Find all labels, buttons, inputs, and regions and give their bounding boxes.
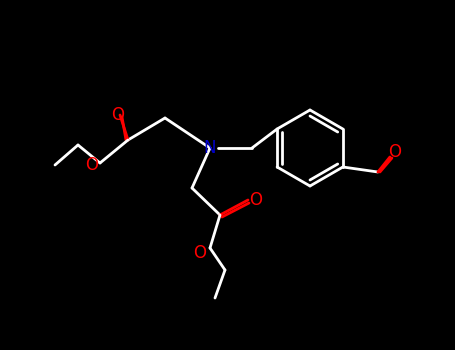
Text: O: O xyxy=(389,143,401,161)
Text: O: O xyxy=(249,191,263,209)
Text: O: O xyxy=(111,106,125,124)
Text: O: O xyxy=(193,244,207,262)
Text: N: N xyxy=(204,139,216,157)
Text: O: O xyxy=(86,156,98,174)
